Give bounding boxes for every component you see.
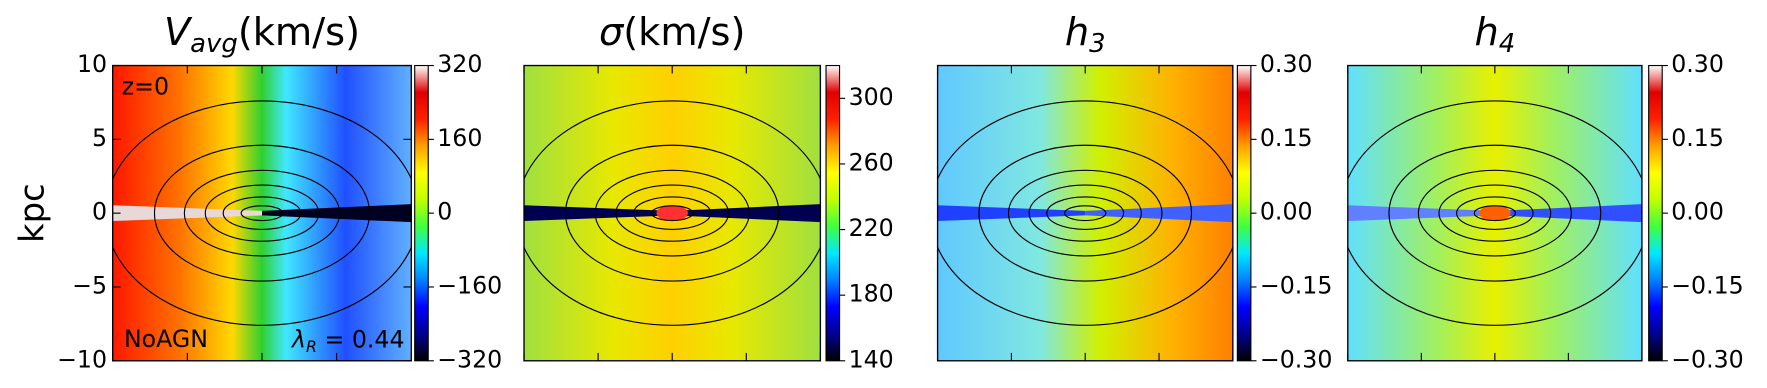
contour <box>1347 100 1642 326</box>
colorbar-tick-label: 160 <box>437 124 482 152</box>
colorbar-tick-label: −0.30 <box>1260 345 1333 373</box>
contour <box>204 184 320 242</box>
map-core <box>656 205 688 222</box>
chart-title: Vavg(km/s) <box>164 9 360 58</box>
colorbar-tick-label: −160 <box>437 271 502 299</box>
title-subscript: 4 <box>1499 29 1515 59</box>
map-band <box>1347 205 1495 222</box>
panel: h3 −0.30 −0.15 0.00 0.15 0.30 <box>936 9 1333 373</box>
y-tick-label: 0 <box>92 198 107 226</box>
annotation-subscript: R <box>306 337 317 356</box>
map-band <box>112 205 263 222</box>
colorbar-tick-label: 180 <box>849 280 894 308</box>
contour <box>112 100 412 326</box>
contour <box>183 169 341 257</box>
contour <box>1063 205 1107 222</box>
colorbar-tick-label: −0.15 <box>1260 271 1333 299</box>
contour <box>1388 144 1602 282</box>
title-symbol: h <box>1474 9 1498 54</box>
contour <box>615 184 730 242</box>
colorbar <box>1648 64 1663 362</box>
panel: −10 −5 0 5 10 kpc Vavg(km/s) −320 −160 0 160 320 z=0… <box>12 9 502 373</box>
panel: σ(km/s) 140 180 220 260 300 <box>523 9 894 373</box>
colorbar-tick-label: 320 <box>437 50 482 78</box>
map-band <box>937 205 1086 222</box>
colorbar-tick-label: 0.00 <box>1260 198 1313 226</box>
contour <box>1417 169 1572 257</box>
map <box>524 65 821 361</box>
y-tick-label: −5 <box>72 271 107 299</box>
colorbar-tick-label: 0.30 <box>1260 50 1313 78</box>
annotation: z=0 <box>122 73 169 101</box>
map-band <box>524 205 673 222</box>
contour <box>1007 169 1163 257</box>
chart-title: h4 <box>1474 9 1515 58</box>
colorbar-tick-label: 0 <box>437 198 452 226</box>
map-core <box>1479 205 1511 222</box>
contour <box>240 205 284 222</box>
annotation-value: = 0.44 <box>317 325 405 353</box>
map <box>1347 65 1642 361</box>
contour <box>153 144 371 282</box>
annotation: NoAGN <box>124 325 208 353</box>
title-symbol: V <box>164 9 193 54</box>
contour <box>650 205 694 222</box>
contour <box>633 196 712 230</box>
y-axis-label: kpc <box>12 183 51 243</box>
colorbar-tick-label: 0.00 <box>1671 198 1724 226</box>
chart-title: h3 <box>1065 9 1106 58</box>
title-subscript: avg <box>190 29 238 59</box>
y-tick-label: 5 <box>92 124 107 152</box>
map-band <box>262 204 412 223</box>
contour <box>1456 196 1534 230</box>
contour <box>524 100 821 326</box>
panel: h4 −0.30 −0.15 0.00 0.15 0.30 <box>1347 9 1744 373</box>
colorbar-tick-label: 300 <box>849 83 894 111</box>
colorbar-tick-label: 260 <box>849 148 894 176</box>
map-band <box>672 204 821 223</box>
colorbar <box>414 64 429 362</box>
annotation-symbol: λ <box>290 325 306 353</box>
title-unit: (km/s) <box>238 9 360 54</box>
contour <box>222 196 302 230</box>
map-band <box>1494 204 1642 223</box>
colorbar-tick-label: −0.15 <box>1671 271 1744 299</box>
title-unit: (km/s) <box>623 9 745 54</box>
map <box>937 65 1233 361</box>
colorbar <box>1236 64 1252 362</box>
contour <box>1028 184 1142 242</box>
colorbar-tick-label: −0.30 <box>1671 345 1744 373</box>
contour <box>1046 196 1125 230</box>
contour <box>1438 184 1552 242</box>
contour <box>564 144 780 282</box>
colorbar-tick-label: 220 <box>849 214 894 242</box>
colorbar-tick-label: −320 <box>437 345 502 373</box>
contour <box>978 144 1193 282</box>
map <box>112 65 412 361</box>
map-band <box>1085 204 1233 223</box>
title-symbol: h <box>1065 9 1089 54</box>
title-subscript: 3 <box>1089 29 1105 59</box>
colorbar-tick-label: 0.15 <box>1671 124 1724 152</box>
colorbar-tick-label: 0.30 <box>1671 50 1724 78</box>
contour <box>1473 205 1517 222</box>
title-symbol: σ <box>599 9 625 54</box>
colorbar-tick-label: 140 <box>849 345 894 373</box>
annotation: λR = 0.44 <box>290 325 405 356</box>
contour <box>594 169 750 257</box>
contour <box>937 100 1233 326</box>
colorbar <box>825 64 841 362</box>
y-tick-label: 10 <box>77 50 107 78</box>
colorbar-tick-label: 0.15 <box>1260 124 1313 152</box>
chart-title: σ(km/s) <box>599 9 746 54</box>
y-tick-label: −10 <box>57 345 107 373</box>
